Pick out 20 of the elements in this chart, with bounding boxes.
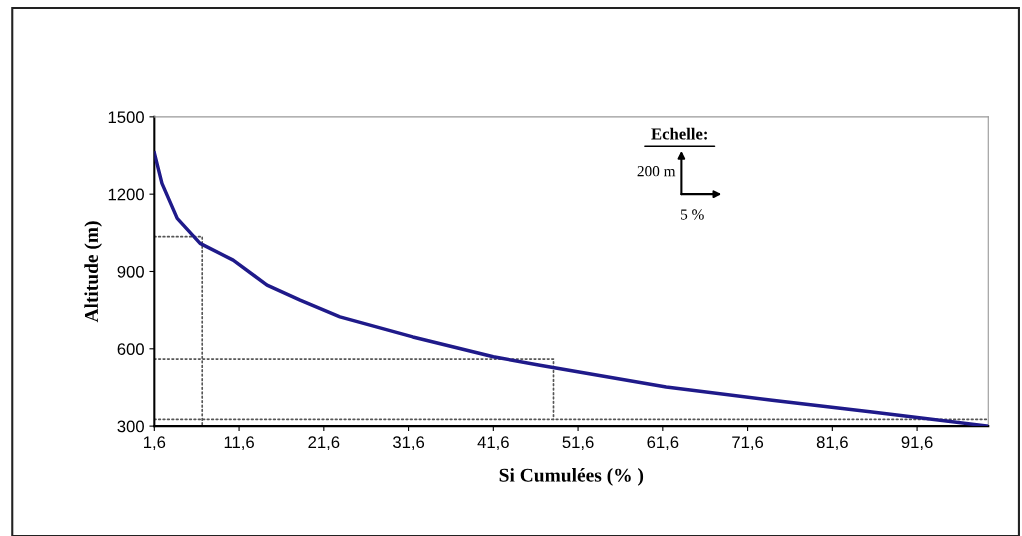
y-tick-label: 900 (117, 265, 144, 278)
x-tick-label: 51,6 (562, 436, 594, 451)
x-tick-label: 11,6 (224, 436, 254, 451)
annotation: 5 % (681, 209, 704, 220)
y-tick-label: 300 (117, 420, 144, 433)
x-tick-label: 41,6 (477, 436, 509, 451)
x-tick-label: 91,6 (901, 436, 933, 451)
annotation: Echelle: (651, 127, 707, 140)
x-axis-title: Si Cumulées (% ) (499, 468, 644, 486)
x-tick-label: 1,6 (144, 436, 166, 451)
x-tick-label: 61,6 (647, 436, 679, 451)
x-tick-label: 21,6 (308, 436, 340, 451)
y-tick-label: 1200 (108, 188, 144, 201)
y-axis-title: Altitude (m) (84, 221, 102, 323)
x-tick-label: 31,6 (392, 436, 425, 451)
x-tick-label: 71,6 (732, 436, 764, 451)
x-tick-label: 81,6 (816, 436, 848, 451)
y-tick-label: 600 (117, 343, 144, 356)
y-tick-label: 1500 (108, 111, 144, 124)
annotation: 200 m (637, 166, 676, 177)
